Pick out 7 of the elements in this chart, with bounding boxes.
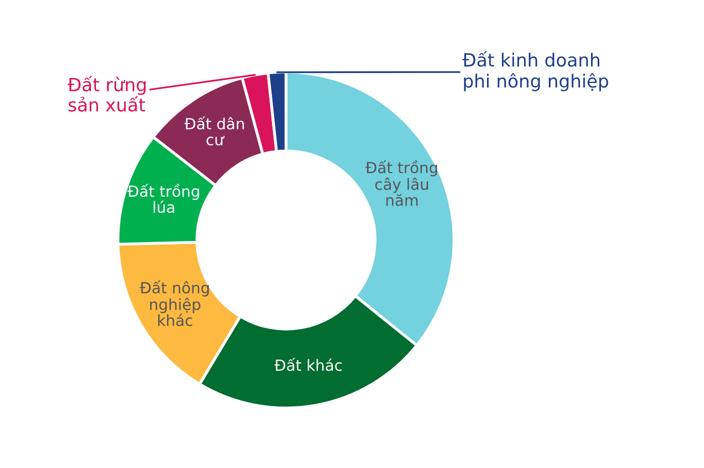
slice-label: Đất dân cư — [184, 116, 244, 146]
slice-label: Đất rừng sản xuất — [68, 76, 146, 112]
slice-label: Đất trồng lúa — [127, 184, 200, 213]
slice-label: Đất khác — [274, 358, 342, 371]
slice-label: Đất nông nghiệp khác — [140, 280, 209, 326]
slice-label: Đất kinh doanh phi nông nghiệp — [462, 51, 608, 92]
slice-label: Đất trồng cây lâu năm — [365, 160, 438, 206]
